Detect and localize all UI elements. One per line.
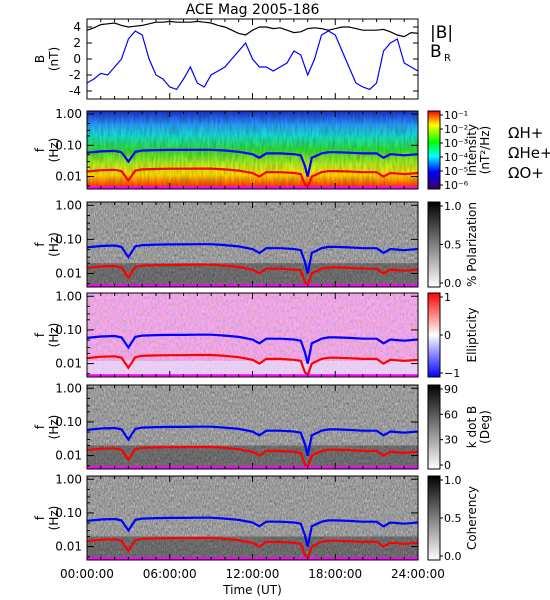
y-tick-label: 0.10 bbox=[55, 232, 82, 246]
y-tick-label: 0.10 bbox=[55, 506, 82, 520]
y-tick-label: 0.10 bbox=[55, 323, 82, 337]
y-tick-label: 1.00 bbox=[55, 381, 82, 395]
colorbar-tick-label: 10⁻⁵ bbox=[444, 165, 468, 178]
colorbar-tick-label: 10⁻⁴ bbox=[444, 151, 469, 164]
gyro-he-line bbox=[86, 167, 419, 190]
y-axis-label: f bbox=[33, 147, 47, 152]
y-tick-label: 2 bbox=[73, 36, 81, 50]
y-tick-label: -4 bbox=[69, 84, 81, 98]
colorbar bbox=[427, 475, 441, 561]
gyro-he-line bbox=[86, 445, 419, 470]
colorbar-unit: (nT²/Hz) bbox=[478, 126, 492, 174]
colorbar-tick-label: 10⁻³ bbox=[444, 137, 468, 150]
gyro-h-line bbox=[86, 516, 419, 547]
y-tick-label: 0.10 bbox=[55, 415, 82, 429]
colorbar-tick-label: 0.0 bbox=[444, 277, 462, 290]
colorbar-label: Ellipticity bbox=[465, 308, 479, 363]
gyro-h-line bbox=[86, 243, 419, 274]
x-tick-label: 06:00:00 bbox=[143, 567, 197, 581]
y-tick-label: 0.01 bbox=[55, 540, 82, 554]
colorbar-tick-label: 60 bbox=[444, 408, 458, 421]
colorbar-tick-label: 10⁻² bbox=[444, 123, 468, 136]
y-tick-label: 0.01 bbox=[55, 266, 82, 280]
y-axis-unit: (Hz) bbox=[47, 506, 61, 531]
y-tick-label: 0.10 bbox=[55, 138, 82, 152]
x-tick-label: 18:00:00 bbox=[308, 567, 362, 581]
y-tick-label: 0.01 bbox=[55, 170, 82, 184]
y-axis-label: f bbox=[33, 515, 47, 520]
y-tick-label: 0 bbox=[73, 52, 81, 66]
colorbar-tick-label: 30 bbox=[444, 434, 458, 447]
y-tick-label: 1.00 bbox=[55, 289, 82, 303]
series-bmag-line bbox=[86, 20, 419, 38]
colorbar bbox=[427, 292, 441, 378]
colorbar-label: Intensity bbox=[465, 124, 479, 176]
colorbar-tick-label: 0.5 bbox=[444, 512, 462, 525]
colorbar-unit: (Deg) bbox=[478, 410, 492, 444]
x-tick-label: 24:00:00 bbox=[391, 567, 445, 581]
colorbar-tick-label: 1 bbox=[444, 291, 451, 304]
gyro-h-line bbox=[86, 425, 419, 456]
x-tick-label: 00:00:00 bbox=[60, 567, 114, 581]
y-tick-label: 1.00 bbox=[55, 198, 82, 212]
legend-br-subscript: R bbox=[444, 53, 451, 64]
y-tick-label: 4 bbox=[73, 20, 81, 34]
y-axis-label: B bbox=[33, 55, 47, 63]
x-axis-label: Time (UT) bbox=[222, 583, 282, 597]
colorbar-tick-label: 10⁻¹ bbox=[444, 109, 468, 122]
colorbar-label: Coherency bbox=[465, 486, 479, 550]
y-tick-label: 0.01 bbox=[55, 449, 82, 463]
colorbar-tick-label: 0 bbox=[444, 329, 451, 342]
x-tick-label: 12:00:00 bbox=[226, 567, 280, 581]
y-axis-unit: (Hz) bbox=[47, 415, 61, 440]
gyrofrequency-label: ΩH+ bbox=[508, 124, 543, 142]
gyro-he-line bbox=[86, 353, 419, 378]
colorbar-tick-label: 1.0 bbox=[444, 200, 462, 213]
gyrofrequency-label: ΩHe+ bbox=[508, 144, 550, 162]
colorbar bbox=[427, 384, 441, 470]
y-axis-unit: (Hz) bbox=[47, 323, 61, 348]
y-axis-unit: (nT) bbox=[47, 47, 61, 71]
colorbar-tick-label: 90 bbox=[444, 383, 458, 396]
y-axis-label: f bbox=[33, 242, 47, 247]
colorbar-label: k dot B bbox=[465, 406, 479, 448]
y-axis-label: f bbox=[33, 332, 47, 337]
gyro-h-line bbox=[86, 333, 419, 364]
y-tick-label: -2 bbox=[69, 68, 81, 82]
y-axis-unit: (Hz) bbox=[47, 138, 61, 163]
colorbar bbox=[427, 201, 441, 288]
colorbar-label: % Polarization bbox=[465, 202, 479, 287]
colorbar-tick-label: 0.0 bbox=[444, 550, 462, 563]
y-tick-label: 1.00 bbox=[55, 472, 82, 486]
colorbar-tick-label: 10⁻⁶ bbox=[444, 179, 469, 192]
spectrogram-texture bbox=[87, 111, 418, 189]
colorbar-tick-label: −1 bbox=[444, 367, 460, 380]
gyrofrequency-label: ΩO+ bbox=[508, 164, 544, 182]
series-br-line bbox=[86, 30, 419, 91]
gyro-he-line bbox=[86, 536, 419, 561]
colorbar-tick-label: 1.0 bbox=[444, 474, 462, 487]
colorbar bbox=[427, 110, 441, 190]
y-axis-unit: (Hz) bbox=[47, 232, 61, 257]
legend-bmag: |B| bbox=[430, 23, 453, 43]
axes bbox=[86, 18, 443, 561]
gyro-he-line bbox=[86, 263, 419, 288]
colorbar-tick-label: 0.5 bbox=[444, 239, 462, 252]
y-tick-label: 1.00 bbox=[55, 107, 82, 121]
legend-br: B bbox=[430, 42, 442, 62]
colorbar-tick-label: 0 bbox=[444, 459, 451, 472]
gyro-h-line bbox=[86, 148, 419, 177]
y-tick-label: 0.01 bbox=[55, 357, 82, 371]
y-axis-label: f bbox=[33, 424, 47, 429]
chart-title: ACE Mag 2005-186 bbox=[186, 2, 320, 18]
